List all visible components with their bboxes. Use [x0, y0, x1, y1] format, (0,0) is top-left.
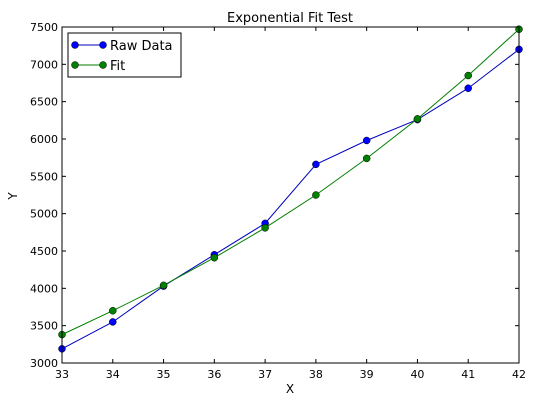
x-ticks: 33 34 35 36 37 38 39 40 41 42	[55, 27, 526, 381]
y-axis-label: Y	[6, 192, 20, 201]
data-point-fit	[109, 306, 117, 315]
data-point-fit	[159, 281, 168, 290]
legend-marker-fit	[99, 61, 107, 69]
chart-title: Exponential Fit Test	[227, 11, 353, 26]
x-tick-label: 38	[309, 368, 323, 381]
y-tick-label: 6500	[30, 96, 58, 109]
legend-marker-fit	[71, 61, 79, 69]
legend-frame	[67, 32, 182, 78]
x-axis-label: X	[286, 382, 294, 396]
plot-series	[58, 25, 523, 353]
x-tick-label: 36	[207, 368, 221, 381]
data-point-raw-data	[362, 136, 371, 145]
y-ticks: 3000 3500 4000 4500 5000 5500 6000 6500 7000 7500	[30, 21, 519, 370]
x-tick-label: 33	[55, 368, 69, 381]
data-point-fit	[413, 115, 422, 123]
x-tick-label: 40	[410, 368, 424, 381]
y-tick-label: 6000	[30, 133, 58, 146]
legend-marker-raw-data	[99, 41, 107, 49]
x-tick-label: 42	[512, 368, 526, 381]
y-tick-label: 4000	[30, 282, 58, 295]
y-tick-label: 5000	[30, 208, 58, 221]
x-tick-label: 35	[157, 368, 171, 381]
x-tick-label: 34	[106, 368, 120, 381]
data-point-raw-data	[109, 318, 117, 326]
data-point-fit	[210, 253, 219, 262]
series-line-fit	[61, 28, 520, 336]
x-tick-label: 41	[461, 368, 475, 381]
plot-area-frame	[61, 26, 520, 364]
series-line-raw-data	[61, 49, 520, 350]
data-point-fit	[312, 191, 320, 199]
data-point-fit	[362, 154, 371, 163]
y-tick-label: 7500	[30, 21, 58, 34]
y-tick-label: 3500	[30, 320, 58, 333]
legend-label-fit: Fit	[110, 59, 125, 74]
data-point-raw-data	[312, 160, 320, 169]
y-tick-label: 4500	[30, 245, 58, 258]
legend-label-raw-data: Raw Data	[110, 39, 173, 54]
data-point-raw-data	[464, 84, 472, 92]
data-point-fit	[464, 71, 472, 80]
y-tick-label: 5500	[30, 170, 58, 183]
y-tick-label: 7000	[30, 58, 58, 71]
data-point-fit	[261, 224, 269, 232]
legend-marker-raw-data	[71, 41, 79, 49]
legend: Raw Data Fit	[67, 32, 182, 78]
x-tick-label: 39	[360, 368, 374, 381]
x-tick-label: 37	[258, 368, 272, 381]
y-tick-label: 3000	[30, 357, 58, 370]
